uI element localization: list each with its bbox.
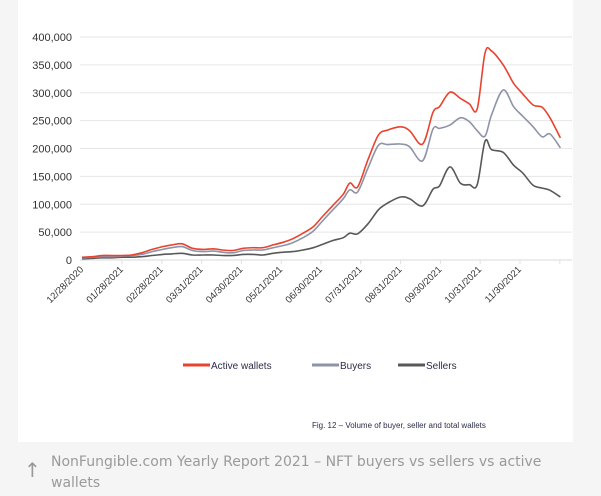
image-caption: NonFungible.com Yearly Report 2021 – NFT…: [51, 454, 542, 491]
x-tick-label: 07/31/2021: [323, 264, 364, 305]
y-axis-ticks: 0 50,000 100,000 150,000 200,000 250,000 300,0…: [32, 32, 72, 267]
y-tick-label: 300,000: [32, 88, 72, 100]
series-line-buyers: [81, 89, 562, 259]
legend-label: Sellers: [426, 361, 457, 372]
chart-card: [18, 0, 573, 442]
y-tick-label: 100,000: [32, 199, 72, 211]
x-tick-label: 05/21/2021: [244, 264, 285, 305]
y-tick-label: 0: [66, 255, 72, 267]
y-tick-label: 150,000: [32, 171, 72, 183]
legend: Active wallets Buyers Sellers: [183, 361, 457, 372]
x-tick-label: 12/28/2020: [45, 264, 86, 305]
y-tick-label: 50,000: [38, 227, 72, 239]
x-tick-label: 03/31/2021: [164, 264, 205, 305]
legend-label: Active wallets: [211, 361, 272, 372]
y-tick-label: 250,000: [32, 116, 72, 128]
x-tick-label: 02/28/2021: [124, 264, 165, 305]
x-tick-label: 09/30/2021: [403, 264, 444, 305]
x-tick-label: 01/28/2021: [85, 264, 126, 305]
y-tick-label: 200,000: [32, 144, 72, 156]
figure-annotation: Fig. 12 – Volume of buyer, seller and to…: [312, 421, 486, 430]
x-axis-ticks: 12/28/202001/28/202102/28/202103/31/2021…: [45, 260, 561, 306]
series-line-active-wallets: [81, 46, 562, 259]
x-tick-label: 11/30/2021: [483, 264, 524, 305]
series-lines: [81, 46, 562, 260]
grid: [80, 36, 572, 261]
series-line-sellers: [81, 139, 561, 260]
x-tick-label: 04/30/2021: [204, 264, 245, 305]
x-tick-label: 08/31/2021: [363, 264, 404, 305]
y-tick-label: 350,000: [32, 60, 72, 72]
x-tick-label: 10/31/2021: [443, 264, 484, 305]
arrow-up-icon: ↑: [24, 458, 41, 482]
legend-label: Buyers: [340, 361, 371, 372]
y-tick-label: 400,000: [32, 32, 72, 44]
x-tick-label: 06/30/2021: [284, 264, 325, 305]
line-chart: 0 50,000 100,000 150,000 200,000 250,000 300,0…: [32, 32, 572, 430]
